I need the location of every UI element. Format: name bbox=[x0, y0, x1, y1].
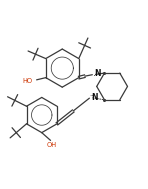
Text: ··: ·· bbox=[89, 93, 94, 99]
Text: OH: OH bbox=[47, 142, 57, 148]
Text: N: N bbox=[94, 70, 100, 78]
Text: HO: HO bbox=[23, 77, 33, 84]
Text: N: N bbox=[91, 93, 97, 102]
Text: ·: · bbox=[93, 71, 96, 81]
